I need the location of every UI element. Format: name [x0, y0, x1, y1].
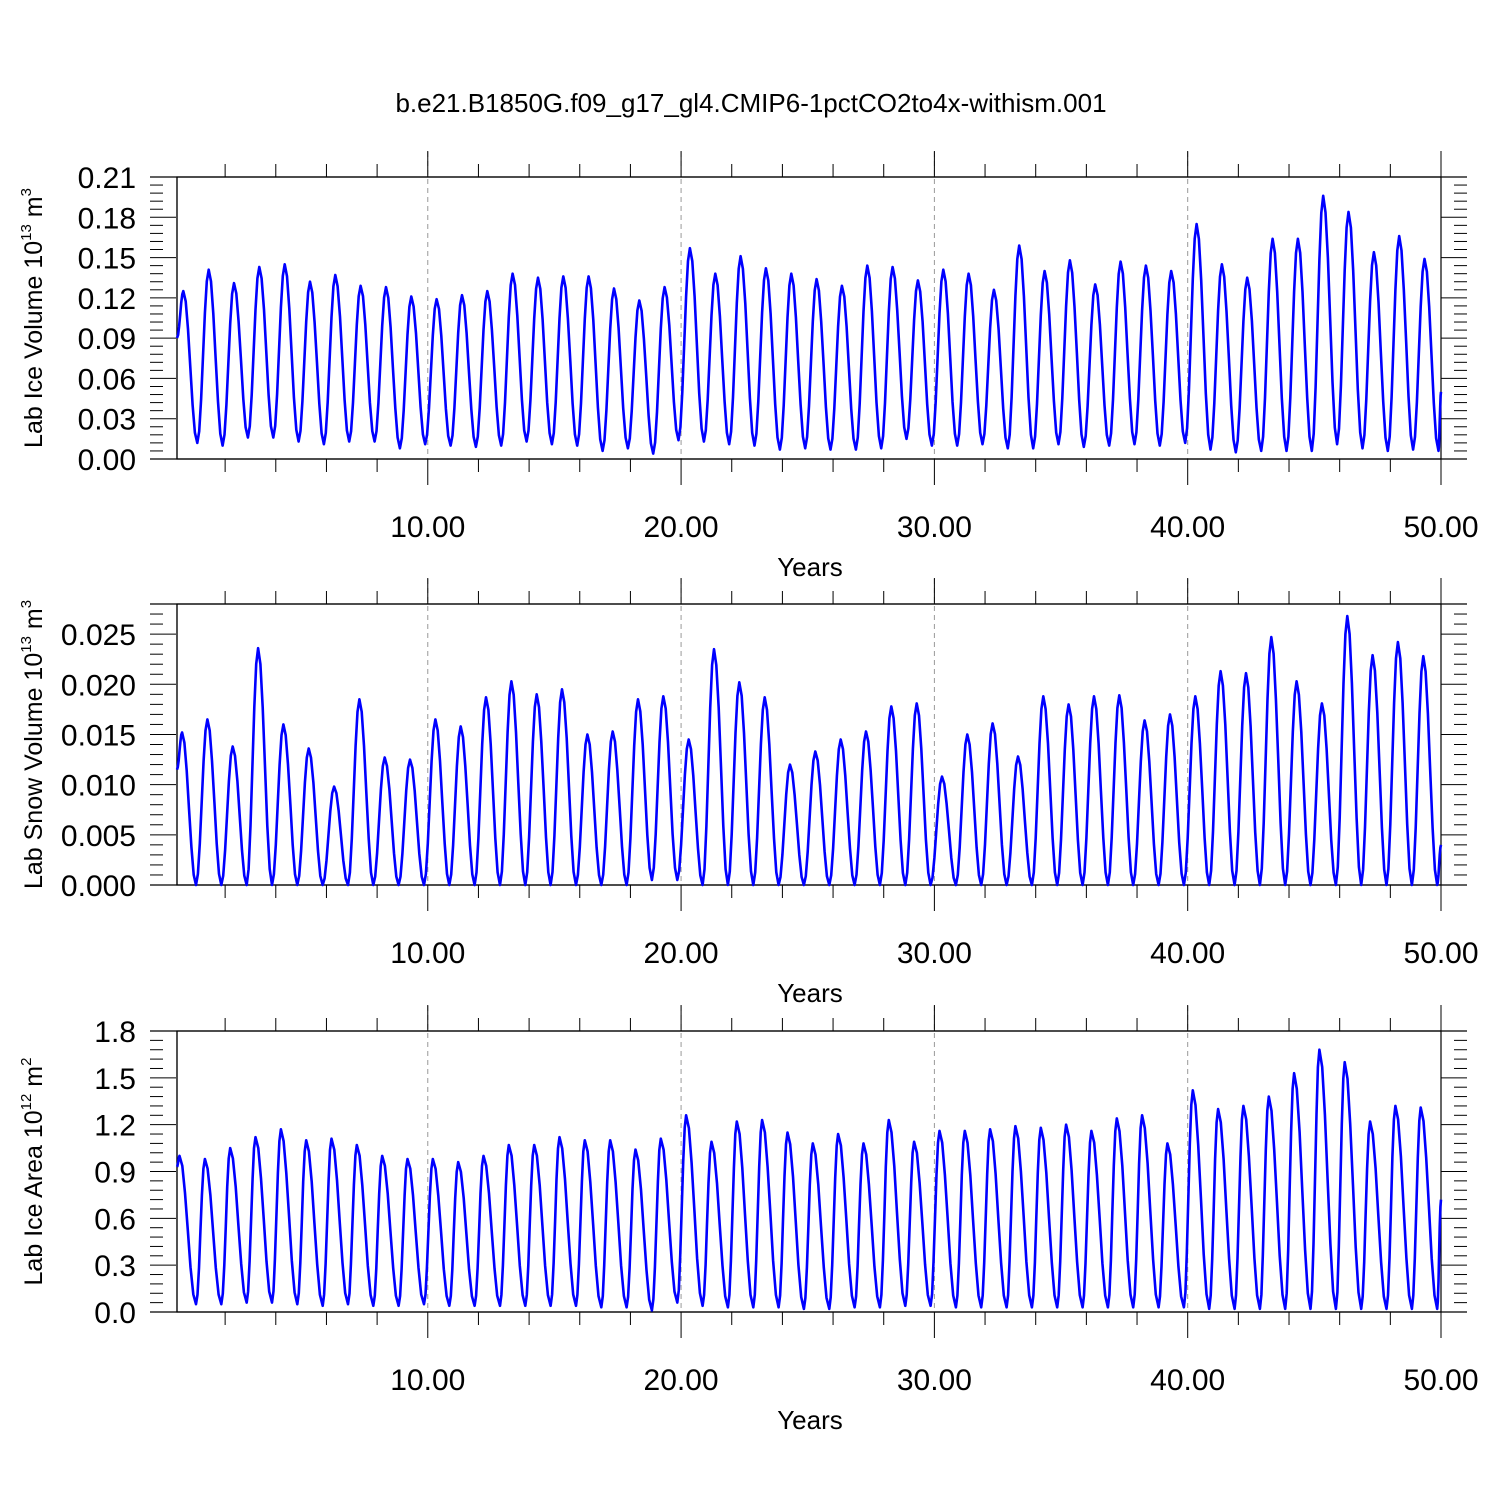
y-tick-label: 0.03	[78, 404, 136, 437]
x-tick-label: 40.00	[1150, 511, 1225, 544]
y-axis-label: Lab Ice Area 1012 m2	[18, 1058, 48, 1286]
x-tick-label: 50.00	[1403, 511, 1478, 544]
series-line	[175, 194, 1443, 455]
y-tick-label: 0.12	[78, 283, 136, 316]
x-axis-label: Years	[777, 1405, 843, 1435]
chart-title: b.e21.B1850G.f09_g17_gl4.CMIP6-1pctCO2to…	[395, 88, 1106, 118]
y-tick-label: 0.0	[94, 1297, 136, 1330]
y-tick-label: 1.2	[94, 1110, 136, 1143]
y-tick-label: 0.6	[94, 1203, 136, 1236]
y-tick-label: 0.005	[61, 820, 136, 853]
y-tick-label: 0.020	[61, 669, 136, 702]
x-tick-label: 10.00	[390, 511, 465, 544]
y-tick-label: 0.000	[61, 870, 136, 903]
x-tick-label: 20.00	[644, 511, 719, 544]
series-line	[175, 1048, 1443, 1312]
plot-frame	[176, 1030, 1442, 1313]
panel-snow-volume: 10.00 20.00 30.00 40.00 50.00 Years 0.000 0.005…	[18, 578, 1479, 1008]
x-tick-label: 30.00	[897, 511, 972, 544]
y-tick-label: 0.010	[61, 770, 136, 803]
x-tick-label: 20.00	[644, 1364, 719, 1397]
y-tick-label: 0.21	[78, 162, 136, 195]
panel-ice-area: 10.00 20.00 30.00 40.00 50.00 Years 0.0 0.3 0.6 0…	[18, 1005, 1479, 1435]
y-tick-label: 1.5	[94, 1063, 136, 1096]
x-tick-label: 40.00	[1150, 1364, 1225, 1397]
x-tick-label: 50.00	[1403, 937, 1478, 970]
y-tick-label: 0.00	[78, 444, 136, 477]
x-tick-label: 50.00	[1403, 1364, 1478, 1397]
y-tick-label: 0.015	[61, 719, 136, 752]
x-tick-label: 30.00	[897, 1364, 972, 1397]
y-tick-label: 0.18	[78, 202, 136, 235]
x-tick-label: 40.00	[1150, 937, 1225, 970]
x-axis-label: Years	[777, 978, 843, 1008]
y-axis-label: Lab Ice Volume 1013 m3	[18, 188, 48, 448]
y-tick-label: 0.025	[61, 619, 136, 652]
series-line	[175, 614, 1443, 887]
y-tick-label: 0.06	[78, 363, 136, 396]
x-tick-label: 10.00	[390, 1364, 465, 1397]
y-tick-label: 0.09	[78, 323, 136, 356]
y-tick-label: 1.8	[94, 1016, 136, 1049]
panel-ice-volume: 10.00 20.00 30.00 40.00 50.00 Years 0.00 0.03 0.…	[18, 151, 1479, 582]
x-axis-label: Years	[777, 552, 843, 582]
y-tick-label: 0.3	[94, 1250, 136, 1283]
y-tick-label: 0.9	[94, 1157, 136, 1190]
x-tick-label: 20.00	[644, 937, 719, 970]
y-axis-label: Lab Snow Volume 1013 m3	[18, 600, 48, 889]
x-tick-label: 30.00	[897, 937, 972, 970]
y-tick-label: 0.15	[78, 243, 136, 276]
x-tick-label: 10.00	[390, 937, 465, 970]
